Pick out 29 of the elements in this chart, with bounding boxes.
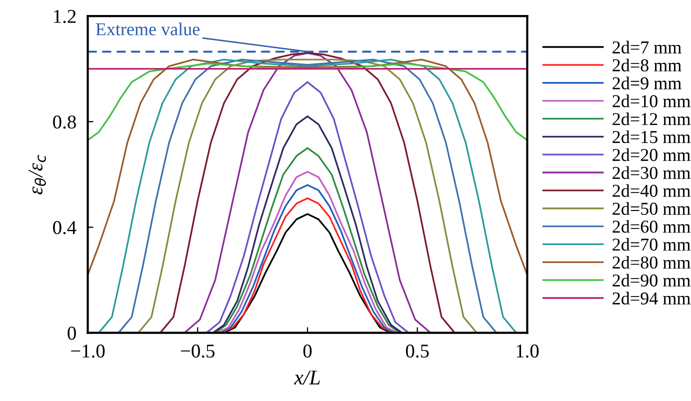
- legend-label: 2d=20 mm: [612, 148, 690, 162]
- legend-label: 2d=60 mm: [612, 220, 690, 233]
- y-tick-label: 0: [68, 326, 76, 340]
- legend-label: 2d=9 mm: [612, 76, 682, 90]
- legend-label: 2d=90 mm: [612, 274, 690, 287]
- y-tick-label: 0.8: [53, 115, 76, 129]
- line-series: [88, 58, 528, 276]
- x-axis-title: x/L: [294, 370, 320, 385]
- legend-label: 2d=7 mm: [612, 40, 682, 54]
- y-tick-label: 1.2: [54, 10, 76, 24]
- annotation: Extreme value: [96, 22, 200, 36]
- y-tick-label: 0.4: [53, 221, 76, 234]
- legend-label: 2d=12 mm: [612, 112, 690, 126]
- y-axis-title: ε$_{θ}$/ε$_{c}$: [28, 154, 46, 194]
- legend-label: 2d=70 mm: [612, 238, 690, 251]
- legend-label: 2d=30 mm: [612, 166, 690, 180]
- legend-label: 2d=50 mm: [612, 202, 690, 215]
- x-tick-label: −1.0: [71, 344, 105, 358]
- x-tick-label: 1.0: [516, 344, 539, 358]
- x-tick-label: 0.5: [406, 344, 429, 358]
- x-tick-label: 0: [303, 344, 312, 358]
- x-tick-label: −0.5: [180, 344, 215, 358]
- legend-label: 2d=10 mm: [612, 94, 690, 108]
- legend-label: 2d=15 mm: [612, 130, 690, 144]
- legend-label: 2d=94 mm: [612, 292, 690, 305]
- legend-label: 2d=40 mm: [612, 184, 690, 197]
- legend-label: 2d=80 mm: [612, 256, 690, 269]
- line-series: [88, 62, 528, 141]
- legend-label: 2d=8 mm: [612, 58, 682, 72]
